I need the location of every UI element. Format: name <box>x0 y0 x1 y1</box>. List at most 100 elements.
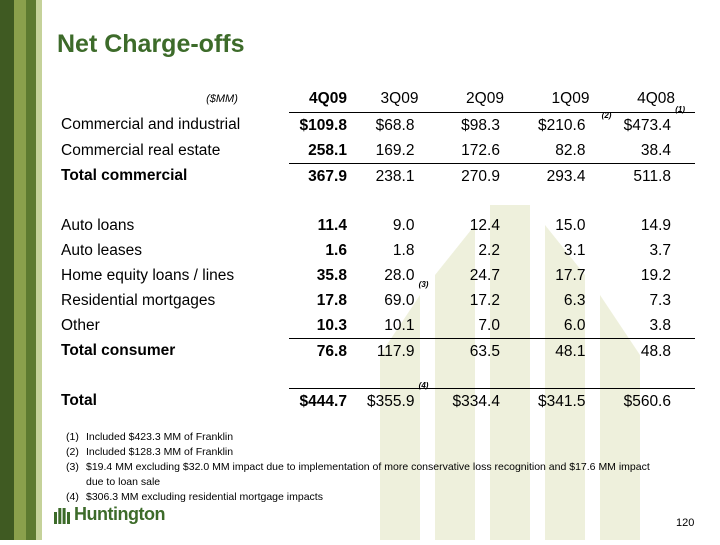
row-label: Other <box>61 316 100 334</box>
footnote-number: (1) <box>66 431 79 443</box>
cell: 6.0 <box>563 316 586 334</box>
cell: 24.7 <box>469 266 500 284</box>
table-row: Auto leases 1.6 1.8 2.2 3.1 3.7 <box>55 238 695 263</box>
cell: $355.9 <box>367 392 415 410</box>
table-row: Other 10.3 10.1 7.0 6.0 3.8 <box>55 313 695 339</box>
cell: 48.8 <box>609 338 695 364</box>
cell: 12.4 <box>469 216 500 234</box>
footnote: (2) Included $128.3 MM of Franklin <box>66 445 650 460</box>
row-label: Home equity loans / lines <box>61 266 235 284</box>
cell: 169.2 <box>375 141 415 159</box>
footnote-text: $306.3 MM excluding residential mortgage… <box>86 491 323 503</box>
table-row: Auto loans 11.4 9.0 12.4 15.0 14.9 <box>55 213 695 238</box>
cell: 3.7 <box>649 241 671 259</box>
cell: 258.1 <box>308 141 347 159</box>
footnote-number: (2) <box>66 446 79 458</box>
column-header: 4Q09 <box>289 86 353 113</box>
cell: 35.8 <box>316 266 347 284</box>
page-number: 120 <box>676 517 695 529</box>
cell: 28.0 <box>384 266 415 284</box>
cell: $560.6 <box>609 388 695 414</box>
footnote-marker: (1) <box>675 105 685 114</box>
table-row: Total $444.7 $355.9 (4) $334.4 $341.5 $56… <box>55 381 695 414</box>
footnote: due to loan sale <box>66 475 650 490</box>
table-row: Residential mortgages 17.8 69.0 (3) 17.2 … <box>55 280 695 313</box>
cell: 2.2 <box>478 241 500 259</box>
footnote-number: (4) <box>66 491 79 503</box>
cell: 69.0 <box>384 291 415 309</box>
cell: $334.4 <box>438 388 524 414</box>
cell: 17.2 <box>469 291 500 309</box>
logo-mark-icon <box>54 507 70 524</box>
side-stripe <box>0 0 14 540</box>
cell: 14.9 <box>640 216 671 234</box>
cell: 38.4 <box>640 141 671 159</box>
cell: $444.7 <box>289 388 353 414</box>
cell: 1.8 <box>392 241 415 259</box>
row-label: Auto leases <box>61 241 142 259</box>
cell: $68.8 <box>375 116 415 134</box>
company-logo: Huntington <box>54 504 165 525</box>
cell: 48.1 <box>523 338 610 364</box>
cell: 270.9 <box>438 163 524 189</box>
footnote: (3) $19.4 MM excluding $32.0 MM impact du… <box>66 460 650 475</box>
page-title: Net Charge-offs <box>57 30 245 58</box>
row-label: Residential mortgages <box>61 291 216 309</box>
row-label: Total <box>61 392 97 410</box>
cell: 7.3 <box>649 291 671 309</box>
cell: 3.8 <box>649 316 671 334</box>
column-header: 4Q08 <box>609 86 695 113</box>
background-watermark <box>380 205 640 540</box>
cell: 511.8 <box>609 163 695 189</box>
footnote: (4) $306.3 MM excluding residential mortg… <box>66 490 650 505</box>
column-header: 1Q09 <box>523 86 610 113</box>
table-row: Home equity loans / lines 35.8 28.0 24.7… <box>55 263 695 288</box>
cell: 3.1 <box>563 241 586 259</box>
cell: 19.2 <box>640 266 671 284</box>
cell: 15.0 <box>555 216 586 234</box>
table-row: Total consumer 76.8 117.9 63.5 48.1 48.8 <box>55 338 695 364</box>
footnote-text: due to loan sale <box>86 476 161 488</box>
row-label: Auto loans <box>61 216 135 234</box>
footnotes: (1) Included $423.3 MM of Franklin (2) Inc… <box>66 430 650 505</box>
footnote: (1) Included $423.3 MM of Franklin <box>66 430 650 445</box>
table-header-row: ($MM) 4Q09 3Q09 2Q09 1Q09 4Q08 <box>55 86 695 113</box>
cell: 10.1 <box>384 316 415 334</box>
footnote-text: Included $128.3 MM of Franklin <box>86 446 234 458</box>
footnote-marker: (3) <box>418 280 429 289</box>
row-label: Total commercial <box>61 167 188 185</box>
units-label: ($MM) <box>206 93 238 106</box>
logo-text: Huntington <box>74 504 165 524</box>
cell: $341.5 <box>523 388 610 414</box>
spacer-row <box>55 189 695 213</box>
footnote-number: (3) <box>66 461 79 473</box>
row-label: Total consumer <box>61 342 176 360</box>
net-charge-offs-table: ($MM) 4Q09 3Q09 2Q09 1Q09 4Q08 Commercia… <box>55 86 695 414</box>
footnote-number <box>66 475 86 490</box>
table-row: Commercial real estate 258.1 169.2 172.6… <box>55 138 695 164</box>
cell: 1.6 <box>325 241 347 259</box>
cell: 17.8 <box>316 291 347 309</box>
cell: 63.5 <box>438 338 524 364</box>
cell: 367.9 <box>289 163 353 189</box>
cell: 11.4 <box>317 216 347 234</box>
cell: 6.3 <box>563 291 586 309</box>
column-header: 3Q09 <box>352 86 439 113</box>
table-row: Total commercial 367.9 238.1 270.9 293.4… <box>55 163 695 189</box>
cell: 17.7 <box>555 266 586 284</box>
cell: 7.0 <box>478 316 500 334</box>
footnote-marker: (2) <box>601 111 612 120</box>
footnote-text: $19.4 MM excluding $32.0 MM impact due t… <box>86 461 650 473</box>
row-label: Commercial and industrial <box>61 116 241 134</box>
table-row: Commercial and industrial $109.8 $68.8 $… <box>55 105 695 139</box>
cell: $210.6 <box>538 116 586 134</box>
cell: $98.3 <box>461 116 500 134</box>
cell: 82.8 <box>555 141 586 159</box>
cell: 293.4 <box>523 163 610 189</box>
cell: 76.8 <box>289 338 353 364</box>
cell: 10.3 <box>316 316 347 334</box>
column-header: 2Q09 <box>438 86 524 113</box>
spacer-row <box>55 364 695 389</box>
cell: 117.9 <box>352 338 439 364</box>
cell: $109.8 <box>299 116 347 134</box>
